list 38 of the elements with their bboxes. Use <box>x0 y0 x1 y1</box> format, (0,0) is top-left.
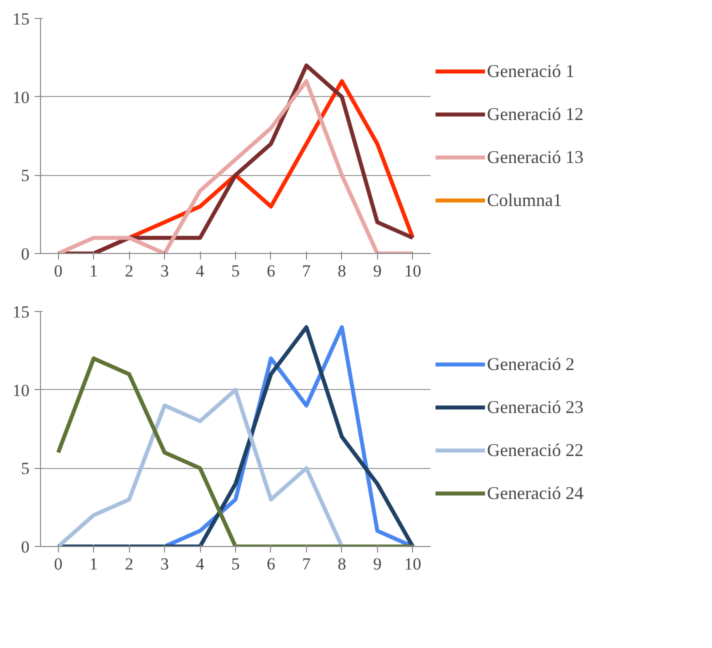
x-tick-label: 10 <box>404 262 422 280</box>
x-tick-label: 7 <box>302 262 312 280</box>
y-tick-label: 5 <box>21 459 30 478</box>
legend-label: Generació 13 <box>487 146 584 168</box>
legend-label: Generació 2 <box>487 354 574 374</box>
x-tick-label: 8 <box>338 554 346 574</box>
y-tick-label: 0 <box>21 538 30 556</box>
x-tick-label: 4 <box>196 554 205 574</box>
x-tick-label: 5 <box>231 554 240 574</box>
y-tick-label: 0 <box>21 244 30 264</box>
x-tick-label: 3 <box>160 554 169 574</box>
legend-label: Generació 22 <box>487 440 584 460</box>
x-tick-label: 2 <box>124 554 134 574</box>
x-tick-label: 0 <box>54 262 62 280</box>
y-tick-label: 10 <box>12 380 30 400</box>
y-tick-label: 10 <box>12 88 30 107</box>
x-tick-label: 10 <box>404 554 422 574</box>
y-tick-label: 5 <box>21 166 30 186</box>
x-tick-label: 6 <box>266 554 276 574</box>
x-tick-label: 1 <box>89 262 98 280</box>
legend-label: Generació 24 <box>487 482 584 504</box>
x-tick-label: 9 <box>373 554 382 574</box>
x-tick-label: 4 <box>196 262 205 280</box>
legend-label: Generació 1 <box>487 60 574 82</box>
legend-label: Generació 12 <box>487 104 584 124</box>
x-tick-label: 7 <box>302 554 312 574</box>
legend-label: Generació 23 <box>487 396 584 418</box>
y-tick-label: 15 <box>12 10 30 28</box>
x-tick-label: 0 <box>54 554 62 574</box>
x-tick-label: 5 <box>231 262 240 280</box>
x-tick-label: 2 <box>124 262 134 280</box>
x-tick-label: 8 <box>338 262 346 280</box>
x-tick-label: 1 <box>89 554 98 574</box>
x-tick-label: 9 <box>373 262 382 280</box>
x-tick-label: 3 <box>160 262 169 280</box>
legend-label: Columna1 <box>487 190 562 210</box>
y-tick-label: 15 <box>12 302 30 322</box>
x-tick-label: 6 <box>266 262 276 280</box>
